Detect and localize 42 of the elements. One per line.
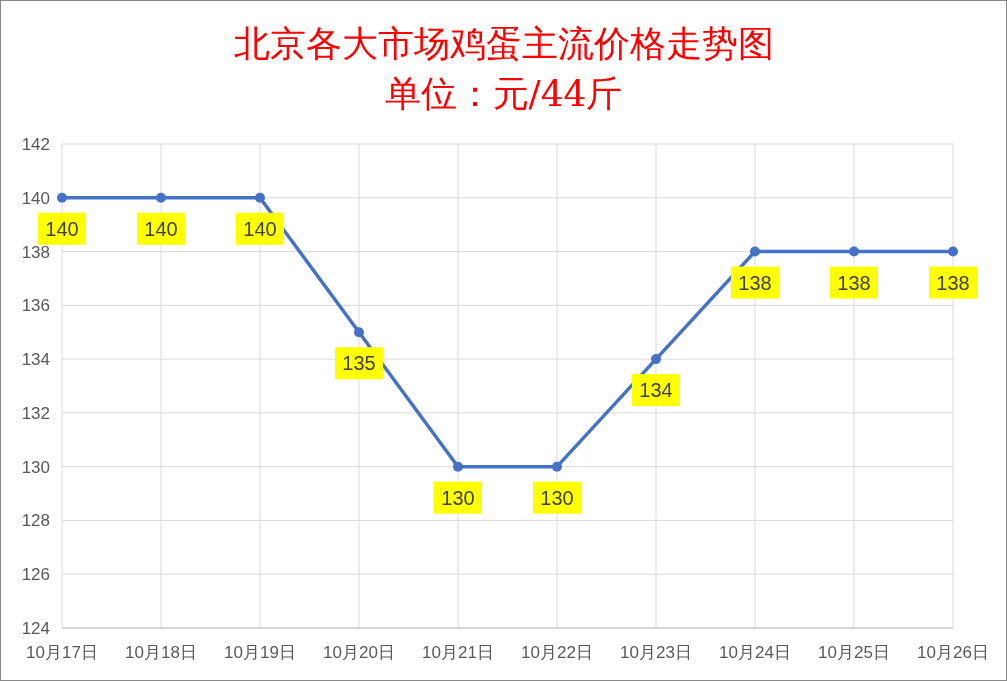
point [354, 327, 364, 338]
y-tick-label: 130 [21, 457, 50, 477]
x-tick-label: 10月17日 [26, 643, 98, 662]
y-tick-label: 126 [21, 565, 50, 585]
data-label: 140 [243, 217, 277, 240]
x-tick-label: 10月19日 [224, 643, 296, 662]
chart-title: 北京各大市场鸡蛋主流价格走势图 [233, 23, 774, 64]
x-tick-label: 10月21日 [422, 643, 494, 662]
x-tick-label: 10月25日 [818, 643, 890, 662]
x-tick-label: 10月18日 [125, 643, 197, 662]
data-label: 138 [738, 271, 772, 294]
point [453, 461, 463, 472]
y-tick-label: 142 [21, 135, 50, 154]
x-tick-label: 10月26日 [917, 643, 989, 662]
data-label: 138 [936, 271, 970, 294]
point [255, 192, 265, 203]
x-tick-label: 10月20日 [323, 643, 395, 662]
y-tick-label: 134 [21, 350, 50, 370]
data-label: 140 [144, 217, 178, 240]
data-label: 134 [639, 379, 673, 402]
point [57, 192, 67, 203]
y-tick-label: 140 [21, 188, 50, 208]
x-tick-label: 10月24日 [719, 643, 791, 662]
data-label: 138 [837, 271, 871, 294]
data-label: 140 [45, 217, 79, 240]
y-tick-label: 124 [21, 619, 50, 638]
data-label: 130 [441, 486, 475, 509]
chart-subtitle: 单位：元/44斤 [384, 73, 623, 114]
data-label: 135 [342, 352, 376, 375]
point [651, 354, 661, 365]
point [750, 246, 760, 257]
y-tick-label: 138 [21, 242, 50, 262]
x-tick-label: 10月22日 [521, 643, 593, 662]
y-tick-label: 132 [21, 403, 50, 423]
data-label: 130 [540, 486, 574, 509]
y-tick-label: 128 [21, 511, 50, 531]
point [849, 246, 859, 257]
y-tick-label: 136 [21, 296, 50, 316]
x-tick-label: 10月23日 [620, 643, 692, 662]
point [948, 246, 958, 257]
point [156, 192, 166, 203]
point [552, 461, 562, 472]
